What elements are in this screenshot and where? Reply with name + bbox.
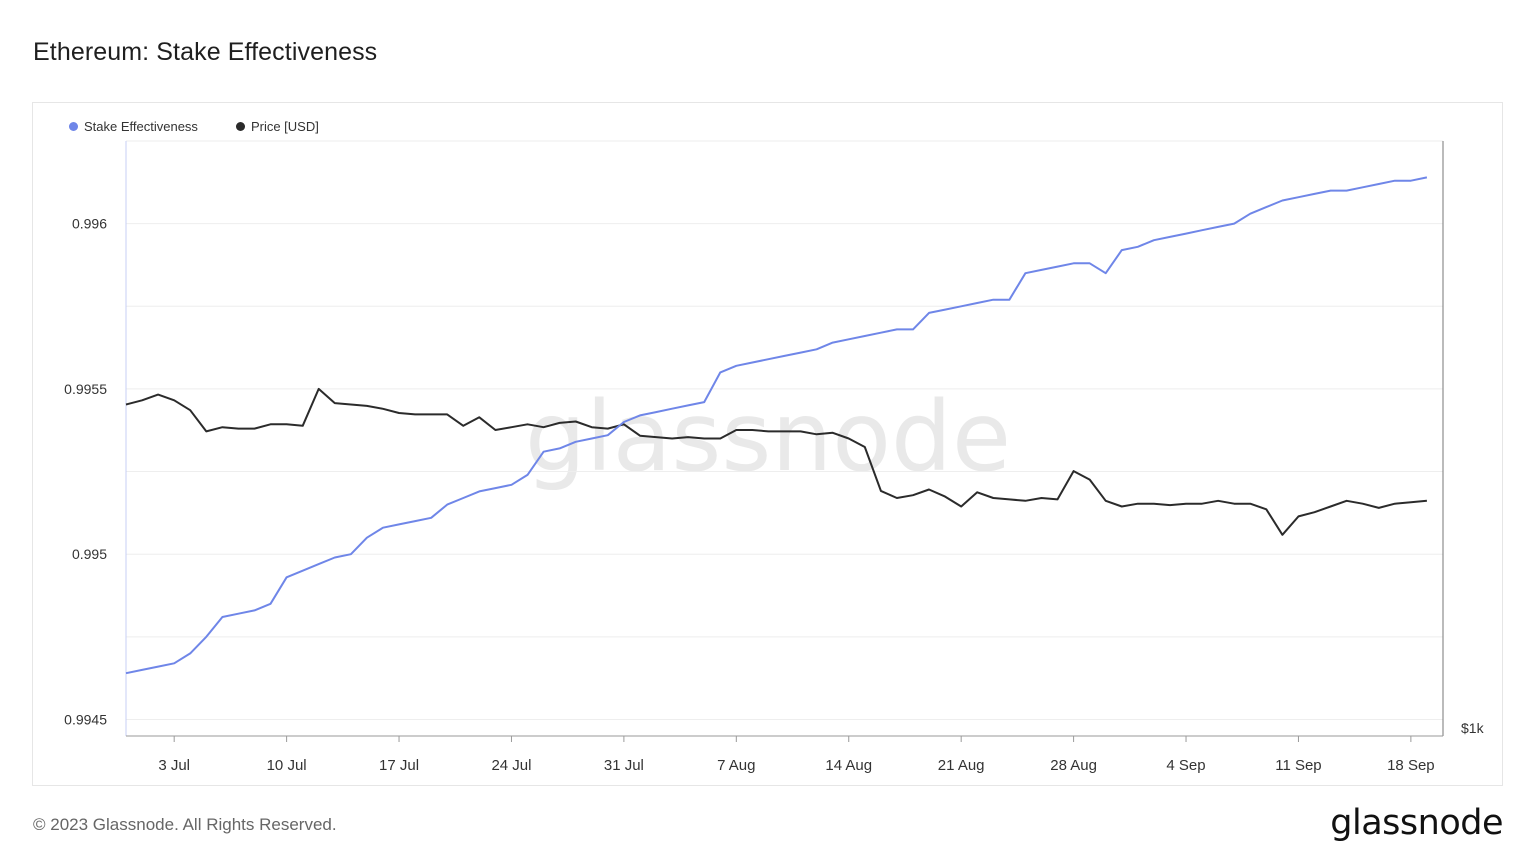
legend-label-stake: Stake Effectiveness bbox=[84, 119, 198, 134]
series-line-stake-effectiveness bbox=[125, 176, 1428, 675]
x-tick-label: 21 Aug bbox=[938, 757, 985, 774]
y-right-tick-label: $1k bbox=[1461, 720, 1485, 736]
axes: 0.9945 0.995 0.9955 0.996 $1k 3 Jul 10 Jul 17 J… bbox=[64, 141, 1485, 774]
watermark: glassnode bbox=[525, 381, 1011, 493]
legend-label-price: Price [USD] bbox=[250, 119, 319, 134]
series bbox=[125, 176, 1428, 675]
x-tick-label: 10 Jul bbox=[267, 757, 307, 774]
y-tick-label: 0.996 bbox=[72, 216, 107, 232]
x-tick-label: 17 Jul bbox=[379, 757, 419, 774]
legend-dot-stake bbox=[69, 122, 78, 131]
y-tick-label: 0.995 bbox=[72, 546, 107, 562]
x-tick-label: 7 Aug bbox=[717, 757, 755, 774]
legend-item-stake-effectiveness[interactable]: Stake Effectiveness bbox=[69, 119, 198, 134]
legend-dot-price bbox=[235, 122, 245, 131]
x-tick-label: 18 Sep bbox=[1387, 757, 1435, 774]
x-tick-label: 4 Sep bbox=[1166, 757, 1205, 774]
legend: Stake Effectiveness Price [USD] bbox=[69, 119, 319, 134]
x-tick-label: 28 Aug bbox=[1050, 757, 1097, 774]
x-tick-label: 24 Jul bbox=[491, 757, 531, 774]
x-tick-label: 3 Jul bbox=[158, 757, 190, 774]
series-line-price bbox=[125, 387, 1427, 536]
page-title: Ethereum: Stake Effectiveness bbox=[33, 38, 378, 66]
x-tick-label: 11 Sep bbox=[1275, 757, 1321, 774]
legend-item-price[interactable]: Price [USD] bbox=[235, 119, 319, 134]
chart-card bbox=[32, 102, 1503, 786]
glassnode-logo[interactable]: glassnode bbox=[1330, 803, 1503, 843]
gridlines bbox=[126, 140, 1443, 720]
x-tick-label: 14 Aug bbox=[825, 757, 872, 774]
y-tick-label: 0.9945 bbox=[64, 711, 107, 727]
x-tick-label: 31 Jul bbox=[604, 757, 644, 774]
y-tick-label: 0.9955 bbox=[64, 381, 107, 397]
copyright-text: © 2023 Glassnode. All Rights Reserved. bbox=[33, 815, 337, 834]
